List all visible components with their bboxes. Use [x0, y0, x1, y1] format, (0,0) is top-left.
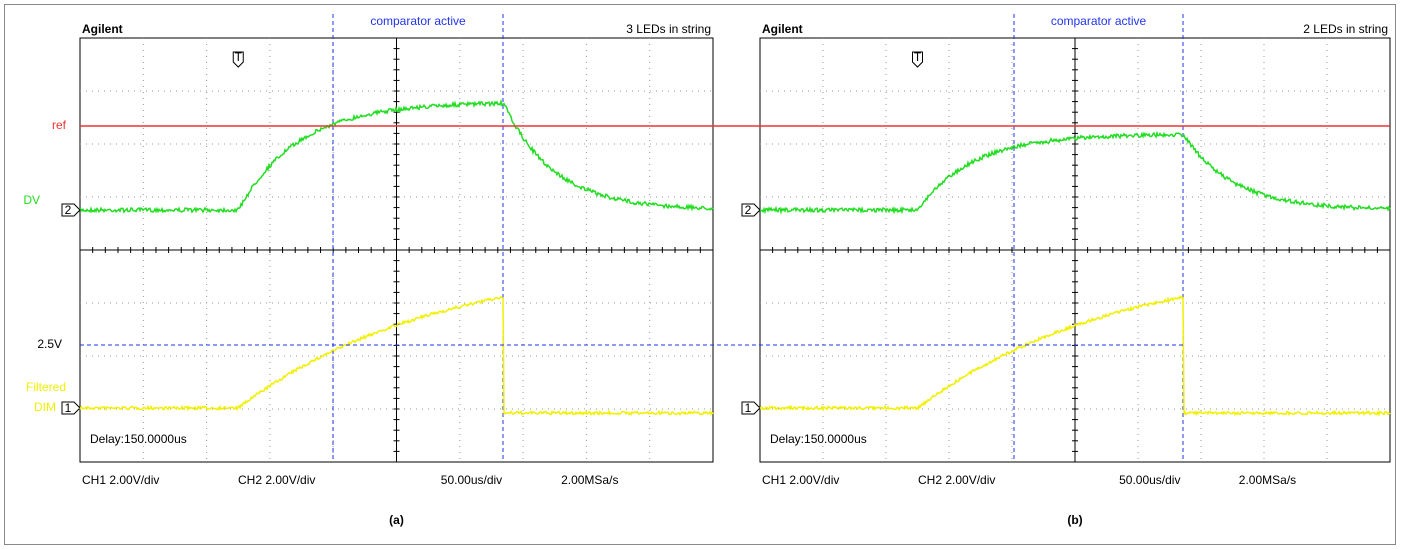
panel-label: (b)	[1067, 513, 1082, 527]
trigger-label: T	[914, 50, 922, 64]
delay: Delay:150.0000us	[90, 432, 187, 446]
setting: 2.00MSa/s	[1239, 473, 1296, 487]
filtered-label: Filtered	[26, 380, 66, 394]
setting: CH2 2.00V/div	[238, 473, 315, 487]
ref-label: ref	[52, 118, 67, 132]
channel-label: 2	[65, 203, 72, 217]
brand: Agilent	[762, 22, 803, 36]
delay: Delay:150.0000us	[770, 432, 867, 446]
setting: CH1 2.00V/div	[82, 473, 159, 487]
setting: 50.00us/div	[441, 473, 502, 487]
caption: 3 LEDs in string	[626, 22, 711, 36]
comparator-label: comparator active	[370, 14, 466, 28]
level-label: 2.5V	[37, 337, 62, 351]
comparator-label: comparator active	[1051, 14, 1147, 28]
channel-label: 2	[745, 203, 752, 217]
figure: Agilent comparator active 3 LEDs in string…	[0, 0, 1401, 550]
brand: Agilent	[82, 22, 123, 36]
panel-label: (a)	[389, 513, 404, 527]
setting: 2.00MSa/s	[561, 473, 618, 487]
channel-label: 1	[65, 401, 72, 415]
setting: 50.00us/div	[1119, 473, 1180, 487]
caption: 2 LEDs in string	[1303, 22, 1388, 36]
dv-label: DV	[23, 193, 40, 207]
setting: CH2 2.00V/div	[918, 473, 995, 487]
setting: CH1 2.00V/div	[762, 473, 839, 487]
page: Agilent comparator active 3 LEDs in string…	[0, 0, 1401, 550]
dim-label: DIM	[34, 400, 56, 414]
trigger-label: T	[235, 50, 243, 64]
channel-label: 1	[745, 401, 752, 415]
